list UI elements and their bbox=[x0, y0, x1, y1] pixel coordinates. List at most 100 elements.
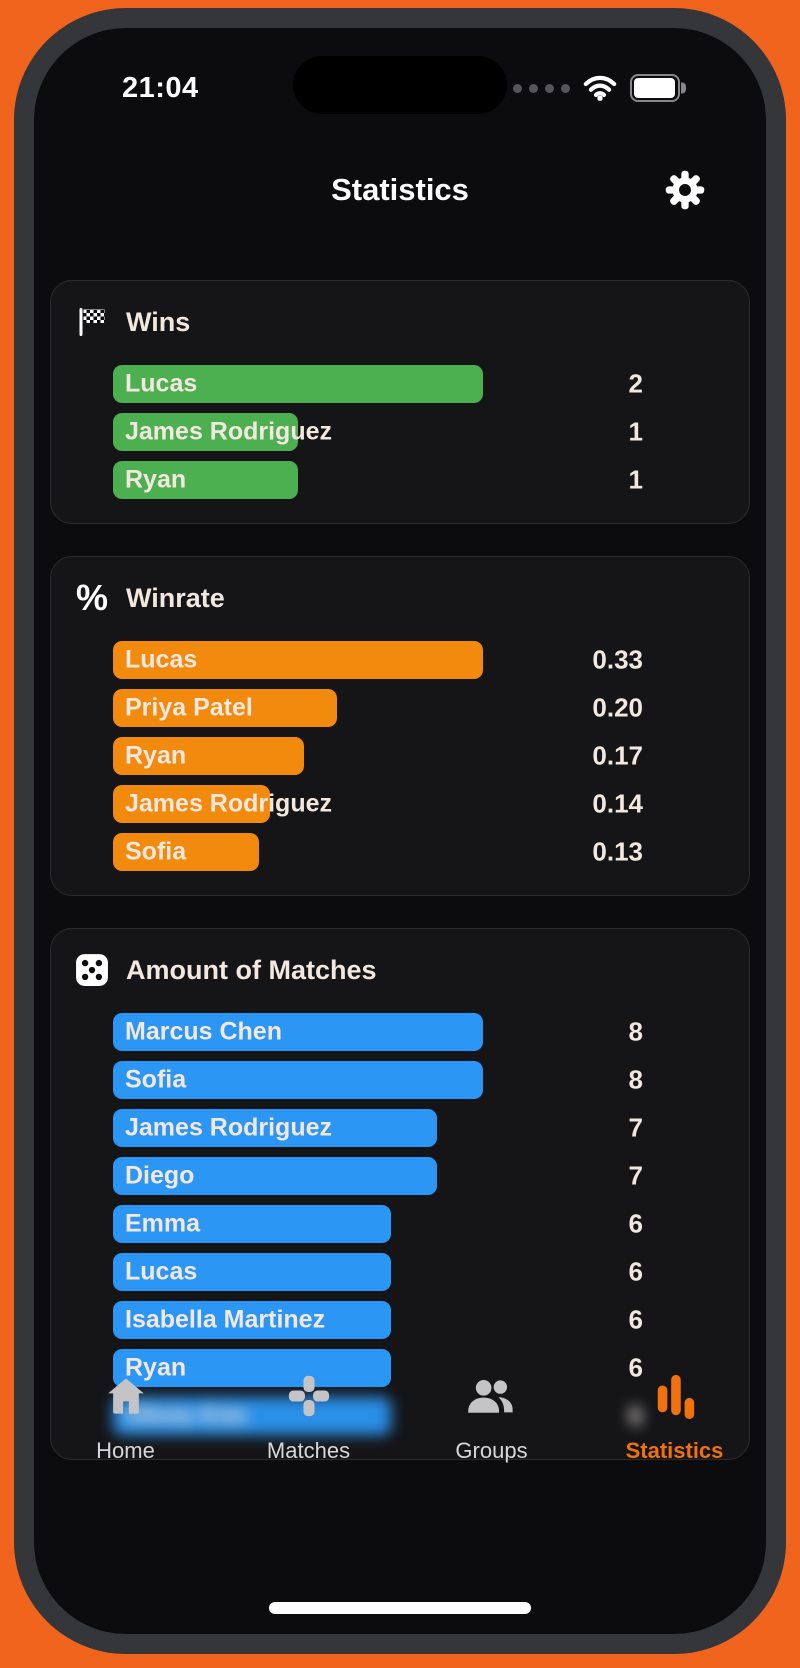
home-indicator[interactable] bbox=[269, 1602, 531, 1614]
bar bbox=[113, 1109, 437, 1147]
bar-value: 7 bbox=[628, 1160, 643, 1191]
tab-home[interactable]: Home bbox=[34, 1364, 217, 1634]
bar-value: 0.13 bbox=[592, 836, 643, 867]
bar-label: Emma bbox=[125, 1209, 201, 1238]
bar-label: Marcus Chen bbox=[125, 1017, 282, 1046]
bar-row: Lucas 2 bbox=[113, 365, 725, 403]
bar bbox=[113, 1253, 391, 1291]
bar-value: 8 bbox=[628, 1016, 643, 1047]
stat-card: Wins Lucas 2 James Rodriguez 1 Ryan 1 bbox=[50, 280, 750, 524]
dynamic-island bbox=[293, 56, 507, 114]
bar-label: Lucas bbox=[125, 1257, 198, 1286]
page-title: Statistics bbox=[331, 172, 469, 207]
bar-row: James Rodriguez 7 bbox=[113, 1109, 725, 1147]
dice-icon bbox=[75, 953, 109, 987]
wifi-icon bbox=[583, 75, 617, 101]
bar bbox=[113, 1013, 483, 1051]
card-header: Amount of Matches bbox=[75, 953, 725, 987]
bar-value: 2 bbox=[628, 368, 643, 399]
bar-label: James Rodriguez bbox=[125, 417, 333, 446]
bar-chart: Lucas 0.33 Priya Patel 0.20 Ryan 0.17 James Ro… bbox=[113, 641, 725, 871]
status-bar: 21:04 bbox=[34, 58, 766, 118]
card-title: Wins bbox=[126, 306, 191, 337]
bar-row: Sofia 8 bbox=[113, 1061, 725, 1099]
bar-label: James Rodriguez bbox=[125, 789, 333, 818]
bar-row: James Rodriguez 0.14 bbox=[113, 785, 725, 823]
bar-row: Diego 7 bbox=[113, 1157, 725, 1195]
bar bbox=[113, 365, 483, 403]
card-title: Winrate bbox=[126, 582, 225, 613]
bar-value: 0.33 bbox=[592, 644, 643, 675]
card-header: % Winrate bbox=[75, 577, 725, 618]
bar-row: Lucas 6 bbox=[113, 1253, 725, 1291]
gear-icon[interactable] bbox=[664, 169, 706, 211]
bar-row: Sofia 0.13 bbox=[113, 833, 725, 871]
bar bbox=[113, 1205, 391, 1243]
stat-card: % Winrate Lucas 0.33 Priya Patel 0.20 Ryan 0.17… bbox=[50, 556, 750, 896]
checkered-flag-icon bbox=[75, 305, 109, 339]
bar bbox=[113, 413, 298, 451]
tab-matches[interactable]: Matches bbox=[217, 1364, 400, 1634]
status-time: 21:04 bbox=[122, 71, 199, 104]
card-title: Amount of Matches bbox=[126, 954, 377, 985]
bar-label: Ryan bbox=[125, 1353, 187, 1382]
bar-label: Sofia bbox=[125, 1065, 187, 1094]
tab-label: Matches bbox=[266, 1438, 351, 1463]
bar-label: Sofia bbox=[125, 837, 187, 866]
bar-value: 0.20 bbox=[592, 692, 643, 723]
bar-chart-icon bbox=[649, 1372, 701, 1420]
home-icon bbox=[100, 1372, 152, 1420]
tab-bar: Home Matches Groups Statistics bbox=[34, 1364, 766, 1634]
bar-row: Marcus Chen 8 bbox=[113, 1013, 725, 1051]
bar-value: 6 bbox=[628, 1208, 643, 1239]
bar-label: Olivia Kim bbox=[125, 1401, 248, 1430]
bar-label: Priya Patel bbox=[125, 693, 253, 722]
tab-label: Groups bbox=[455, 1438, 528, 1463]
bar bbox=[113, 833, 259, 871]
bar-chart: Lucas 2 James Rodriguez 1 Ryan 1 bbox=[113, 365, 725, 499]
bar-value: 8 bbox=[628, 1064, 643, 1095]
bar-row: Ryan 0.17 bbox=[113, 737, 725, 775]
bar-label: Ryan bbox=[125, 741, 187, 770]
bar bbox=[113, 737, 304, 775]
tab-statistics[interactable]: Statistics bbox=[583, 1364, 766, 1634]
bar-value: 0.14 bbox=[592, 788, 643, 819]
bar-row: Isabella Martinez 6 bbox=[113, 1301, 725, 1339]
bar-row: Ryan 6 bbox=[113, 1349, 725, 1387]
bar bbox=[113, 689, 337, 727]
tab-label: Statistics bbox=[625, 1438, 724, 1463]
bar bbox=[113, 1061, 483, 1099]
bar bbox=[113, 1349, 391, 1387]
bar-row: Ryan 1 bbox=[113, 461, 725, 499]
bar-label: Lucas bbox=[125, 645, 198, 674]
bar-value: 6 bbox=[628, 1400, 643, 1431]
phone-screen: 21:04 Statistics bbox=[34, 28, 766, 1634]
statistics-scroll-area[interactable]: Wins Lucas 2 James Rodriguez 1 Ryan 1% Winrate L… bbox=[34, 280, 766, 1634]
card-header: Wins bbox=[75, 305, 725, 339]
bar-row: Olivia Kim 6 bbox=[113, 1397, 725, 1435]
bar bbox=[113, 1157, 437, 1195]
bar-value: 1 bbox=[628, 416, 643, 447]
bar bbox=[113, 1301, 391, 1339]
bar-label: Diego bbox=[125, 1161, 195, 1190]
bar-label: Isabella Martinez bbox=[125, 1305, 326, 1334]
bar-label: James Rodriguez bbox=[125, 1113, 333, 1142]
bar-value: 6 bbox=[628, 1304, 643, 1335]
groups-icon bbox=[466, 1372, 518, 1420]
battery-icon bbox=[630, 74, 686, 102]
bar bbox=[113, 785, 270, 823]
cellular-dots-icon bbox=[513, 83, 570, 93]
status-icons bbox=[513, 74, 686, 102]
bar-value: 0.17 bbox=[592, 740, 643, 771]
bar-row: Emma 6 bbox=[113, 1205, 725, 1243]
bar-value: 6 bbox=[628, 1352, 643, 1383]
tab-groups[interactable]: Groups bbox=[400, 1364, 583, 1634]
bar-chart: Marcus Chen 8 Sofia 8 James Rodriguez 7 Diego 7… bbox=[113, 1013, 725, 1435]
nav-bar: Statistics bbox=[34, 160, 766, 220]
percent-icon: % bbox=[75, 577, 108, 618]
bar-label: Ryan bbox=[125, 465, 187, 494]
bar bbox=[113, 1397, 391, 1435]
bar-row: James Rodriguez 1 bbox=[113, 413, 725, 451]
tab-label: Home bbox=[96, 1438, 155, 1463]
bar-row: Priya Patel 0.20 bbox=[113, 689, 725, 727]
